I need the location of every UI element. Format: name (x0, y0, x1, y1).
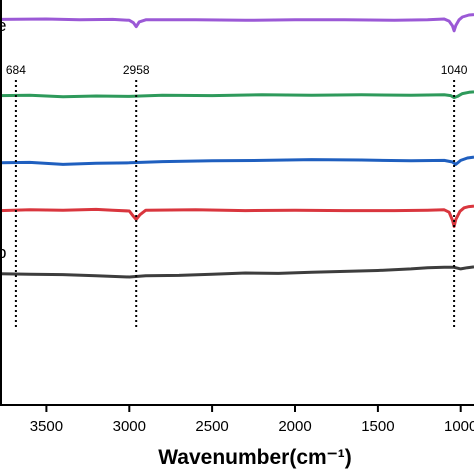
series-line-a (0, 265, 474, 279)
x-axis-title: Wavenumber(cm⁻¹) (158, 446, 352, 469)
series-layer (0, 13, 474, 279)
peak-label-3684: 684 (6, 63, 26, 77)
x-tick-label-1500: 1500 (361, 418, 394, 435)
x-tick-label-2500: 2500 (195, 418, 228, 435)
x-tick-label-3000: 3000 (113, 418, 146, 435)
series-line-b (0, 204, 474, 228)
series-label-e: e (0, 16, 6, 35)
x-axis (0, 0, 474, 406)
peak-marker-layer: 684 2958 1040 (6, 63, 468, 330)
x-tick-label-2000: 2000 (278, 418, 311, 435)
x-tick-layer: 3500 3000 2500 2000 1500 1000 (30, 405, 474, 435)
series-label-b: b (0, 243, 6, 262)
peak-label-1040: 1040 (441, 63, 468, 77)
series-line-c (0, 155, 474, 166)
series-line-d (0, 90, 474, 100)
series-line-e (0, 13, 474, 33)
series-label-layer: e l b (0, 16, 6, 262)
x-tick-label-1000: 1000 (444, 418, 474, 435)
peak-label-2958: 2958 (123, 63, 150, 77)
series-label-d: l (0, 90, 1, 109)
x-tick-label-3500: 3500 (30, 418, 63, 435)
